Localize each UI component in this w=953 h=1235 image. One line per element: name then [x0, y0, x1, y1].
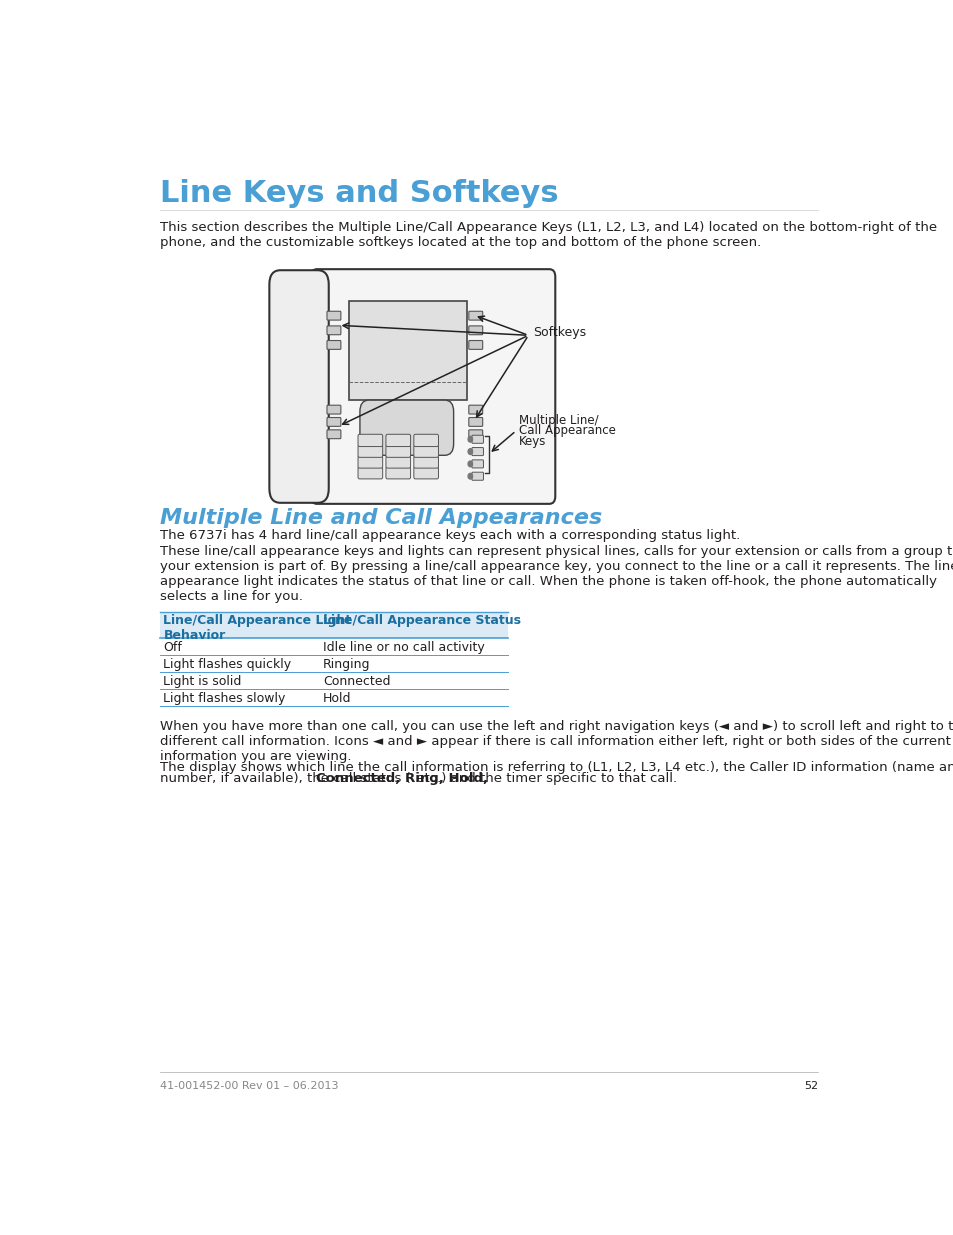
Text: Ringing: Ringing — [323, 658, 370, 671]
FancyBboxPatch shape — [357, 445, 382, 457]
Bar — [159, 672, 508, 689]
FancyBboxPatch shape — [472, 459, 483, 468]
Bar — [159, 689, 508, 705]
Circle shape — [468, 436, 472, 442]
FancyBboxPatch shape — [414, 467, 438, 479]
Text: Light flashes slowly: Light flashes slowly — [163, 692, 286, 705]
Text: Call Appearance: Call Appearance — [518, 425, 616, 437]
Bar — [159, 611, 508, 638]
Text: Line/Call Appearance Status: Line/Call Appearance Status — [323, 614, 520, 627]
FancyBboxPatch shape — [468, 311, 482, 320]
Circle shape — [468, 473, 472, 479]
Text: Multiple Line/: Multiple Line/ — [518, 414, 598, 426]
FancyBboxPatch shape — [327, 417, 340, 426]
Text: Light flashes quickly: Light flashes quickly — [163, 658, 292, 671]
FancyBboxPatch shape — [414, 435, 438, 447]
Circle shape — [468, 448, 472, 454]
FancyBboxPatch shape — [327, 430, 340, 438]
FancyBboxPatch shape — [386, 445, 410, 457]
FancyBboxPatch shape — [357, 435, 382, 447]
FancyBboxPatch shape — [386, 435, 410, 447]
Text: When you have more than one call, you can use the left and right navigation keys: When you have more than one call, you ca… — [159, 720, 953, 762]
FancyBboxPatch shape — [472, 447, 483, 456]
FancyBboxPatch shape — [327, 341, 340, 350]
FancyBboxPatch shape — [327, 326, 340, 335]
Text: Multiple Line and Call Appearances: Multiple Line and Call Appearances — [159, 508, 601, 527]
Text: Softkeys: Softkeys — [533, 326, 585, 338]
FancyBboxPatch shape — [468, 405, 482, 414]
Bar — [159, 655, 508, 672]
Text: These line/call appearance keys and lights can represent physical lines, calls f: These line/call appearance keys and ligh… — [159, 545, 953, 603]
Text: Connected, Ring, Hold,: Connected, Ring, Hold, — [315, 772, 488, 785]
Circle shape — [468, 461, 472, 467]
FancyBboxPatch shape — [468, 326, 482, 335]
Text: Line/Call Appearance Light
Behavior: Line/Call Appearance Light Behavior — [163, 614, 352, 642]
FancyBboxPatch shape — [468, 341, 482, 350]
Text: The 6737i has 4 hard line/call appearance keys each with a corresponding status : The 6737i has 4 hard line/call appearanc… — [159, 530, 739, 542]
FancyBboxPatch shape — [386, 456, 410, 468]
Text: number, if available), the call status (: number, if available), the call status ( — [159, 772, 410, 785]
Text: Line Keys and Softkeys: Line Keys and Softkeys — [159, 179, 558, 207]
FancyBboxPatch shape — [357, 456, 382, 468]
FancyBboxPatch shape — [386, 467, 410, 479]
Text: Keys: Keys — [518, 435, 546, 448]
FancyBboxPatch shape — [357, 467, 382, 479]
FancyBboxPatch shape — [414, 456, 438, 468]
Bar — [159, 638, 508, 655]
Text: 52: 52 — [803, 1081, 818, 1091]
FancyBboxPatch shape — [311, 269, 555, 504]
FancyBboxPatch shape — [269, 270, 329, 503]
FancyBboxPatch shape — [327, 405, 340, 414]
Text: This section describes the Multiple Line/Call Appearance Keys (L1, L2, L3, and L: This section describes the Multiple Line… — [159, 221, 936, 249]
Text: The display shows which line the call information is referring to (L1, L2, L3, L: The display shows which line the call in… — [159, 761, 953, 774]
Text: Connected: Connected — [323, 674, 390, 688]
FancyBboxPatch shape — [359, 400, 453, 456]
Text: Off: Off — [163, 641, 182, 655]
Text: etc.) and the timer specific to that call.: etc.) and the timer specific to that cal… — [411, 772, 676, 785]
FancyBboxPatch shape — [414, 445, 438, 457]
Bar — [349, 301, 467, 400]
Text: 41-001452-00 Rev 01 – 06.2013: 41-001452-00 Rev 01 – 06.2013 — [159, 1081, 337, 1091]
Text: Idle line or no call activity: Idle line or no call activity — [323, 641, 484, 655]
Text: Hold: Hold — [323, 692, 352, 705]
FancyBboxPatch shape — [472, 435, 483, 443]
Text: Light is solid: Light is solid — [163, 674, 241, 688]
FancyBboxPatch shape — [468, 417, 482, 426]
FancyBboxPatch shape — [327, 311, 340, 320]
FancyBboxPatch shape — [468, 430, 482, 438]
FancyBboxPatch shape — [472, 472, 483, 480]
